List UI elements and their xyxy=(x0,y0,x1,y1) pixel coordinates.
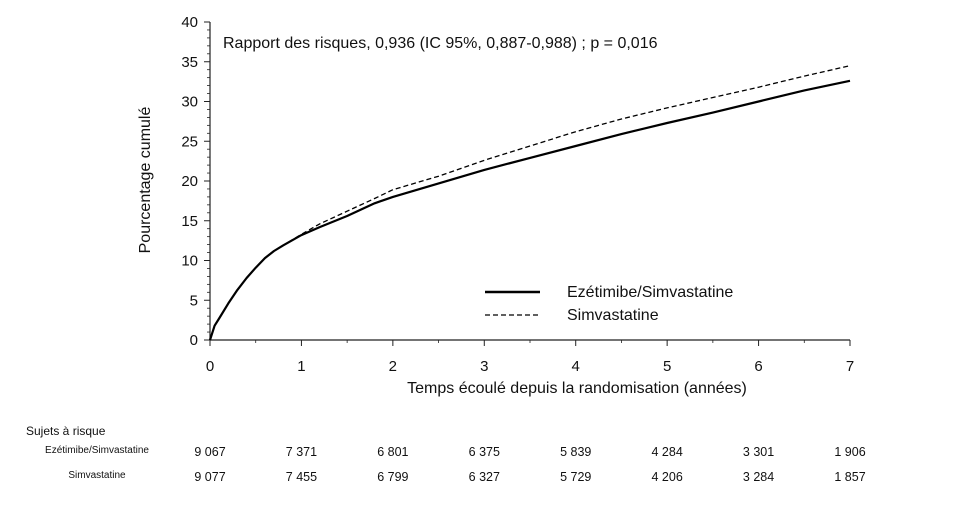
y-tick-label: 15 xyxy=(181,213,198,230)
hazard-ratio-annotation: Rapport des risques, 0,936 (IC 95%, 0,88… xyxy=(223,35,658,52)
risk-cell: 6 327 xyxy=(469,470,500,484)
y-tick-label: 35 xyxy=(181,54,198,71)
y-tick-label: 40 xyxy=(181,14,198,31)
risk-cell: 4 206 xyxy=(652,470,683,484)
risk-cell: 5 729 xyxy=(560,470,591,484)
y-axis-title: Pourcentage cumulé xyxy=(137,107,154,254)
legend-label: Simvastatine xyxy=(567,307,659,324)
risk-cell: 4 284 xyxy=(652,445,683,459)
risk-cell: 6 799 xyxy=(377,470,408,484)
risk-row-label: Ezétimibe/Simvastatine xyxy=(45,445,149,456)
risk-cell: 9 077 xyxy=(194,470,225,484)
risk-row-label: Simvastatine xyxy=(68,470,126,481)
x-tick-label: 1 xyxy=(297,358,305,375)
x-tick-label: 4 xyxy=(572,358,580,375)
y-tick-label: 0 xyxy=(190,332,198,349)
risk-cell: 9 067 xyxy=(194,445,225,459)
risk-cell: 6 375 xyxy=(469,445,500,459)
series-line-simvastatine xyxy=(209,65,851,341)
risk-cell: 1 906 xyxy=(834,445,865,459)
risk-cell: 6 801 xyxy=(377,445,408,459)
x-tick-label: 6 xyxy=(754,358,762,375)
x-tick-label: 5 xyxy=(663,358,671,375)
legend-label: Ezétimibe/Simvastatine xyxy=(567,284,733,301)
x-axis-title: Temps écoulé depuis la randomisation (an… xyxy=(407,380,747,397)
x-tick-label: 2 xyxy=(389,358,397,375)
x-tick-label: 3 xyxy=(480,358,488,375)
y-tick-label: 25 xyxy=(181,133,198,150)
legend: Ezétimibe/Simvastatine Simvastatine xyxy=(485,284,733,324)
risk-cell: 1 857 xyxy=(834,470,865,484)
y-tick-label: 20 xyxy=(181,173,198,190)
risk-cell: 3 301 xyxy=(743,445,774,459)
risk-table-title: Sujets à risque xyxy=(26,424,106,438)
axes: 0 5 10 15 20 25 30 35 40 0 1 2 3 4 5 6 7 xyxy=(181,14,854,375)
x-tick-label: 0 xyxy=(206,358,214,375)
risk-table: Sujets à risque Ezétimibe/Simvastatine 9 0… xyxy=(26,424,866,484)
risk-cell: 3 284 xyxy=(743,470,774,484)
y-tick-label: 10 xyxy=(181,253,198,270)
y-tick-label: 5 xyxy=(190,292,198,309)
y-tick-label: 30 xyxy=(181,94,198,111)
risk-cell: 7 371 xyxy=(286,445,317,459)
series-lines xyxy=(208,65,851,341)
series-line-ezetimibe-simvastatine xyxy=(208,79,851,341)
x-tick-label: 7 xyxy=(846,358,854,375)
risk-cell: 5 839 xyxy=(560,445,591,459)
risk-cell: 7 455 xyxy=(286,470,317,484)
